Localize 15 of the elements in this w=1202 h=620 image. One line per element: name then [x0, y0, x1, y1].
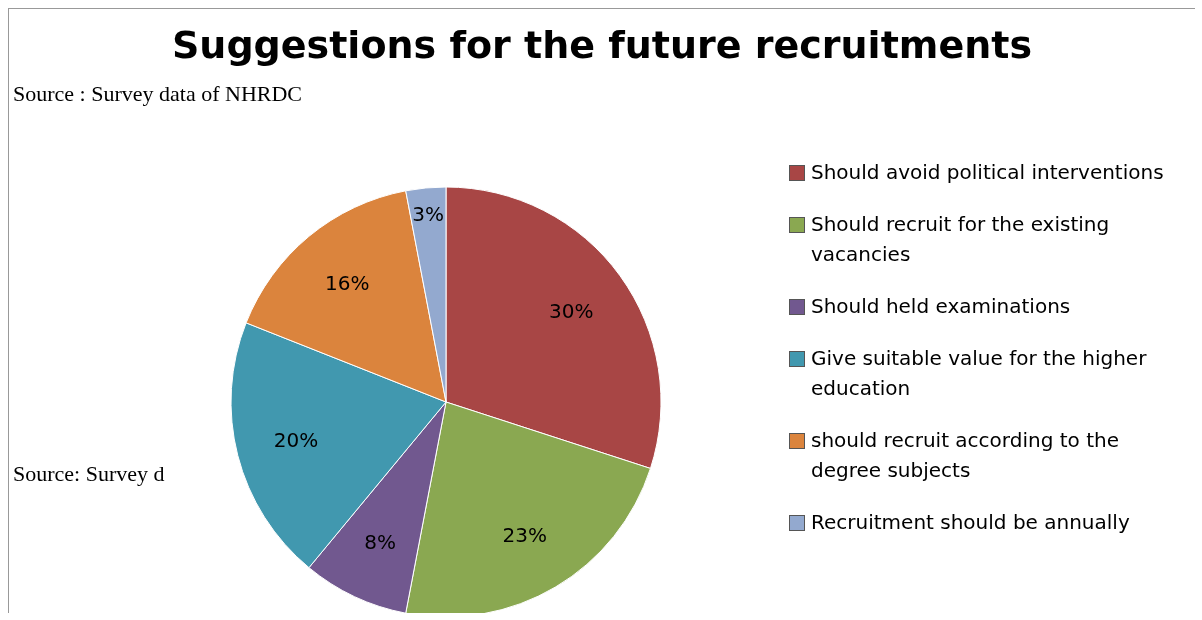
legend-label: Recruitment should be annually	[811, 509, 1131, 536]
legend-label: Give suitable value for the higher education	[811, 345, 1148, 402]
legend-label: should recruit according to the degree subjects	[811, 427, 1120, 484]
data-label: 3%	[412, 201, 445, 226]
data-label: 8%	[364, 530, 396, 555]
legend-label: Should avoid political interventions	[811, 159, 1165, 186]
chart-title: Suggestions for the future recruitments	[171, 23, 1033, 67]
data-label: 20%	[273, 428, 319, 453]
data-label: 16%	[325, 270, 370, 295]
data-label: 23%	[502, 523, 548, 548]
source-note: Source : Survey data of NHRDC	[13, 81, 303, 107]
source-note: Source: Survey d	[13, 461, 165, 487]
data-label: 30%	[549, 299, 594, 324]
legend-label: Should recruit for the existing vacancies	[811, 211, 1111, 268]
legend-label: Should held examinations	[811, 293, 1072, 320]
